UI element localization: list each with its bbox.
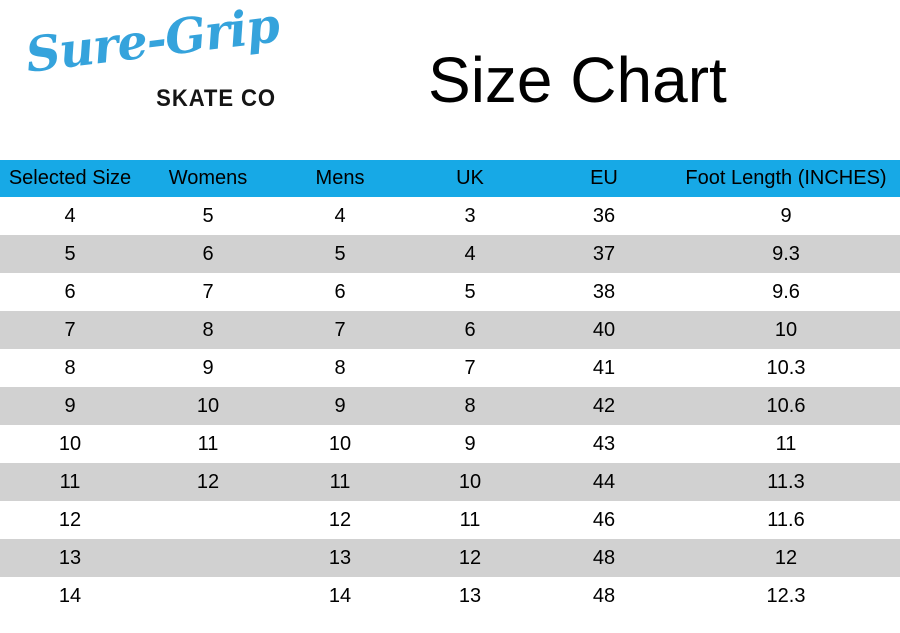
table-cell: 42 [536,387,672,425]
header-row: Selected Size Womens Mens UK EU Foot Length (… [0,160,900,197]
table-cell: 37 [536,235,672,273]
table-cell: 9 [672,197,900,235]
column-header: UK [404,160,536,197]
column-header: Selected Size [0,160,140,197]
table-cell: 11 [404,501,536,539]
table-cell: 44 [536,463,672,501]
table-cell: 48 [536,577,672,615]
table-cell: 4 [276,197,404,235]
table-cell: 11 [672,425,900,463]
table-cell: 4 [404,235,536,273]
table-cell: 5 [404,273,536,311]
page-title: Size Chart [428,44,727,116]
table-cell: 43 [536,425,672,463]
table-cell: 11 [140,425,276,463]
table-cell: 10.6 [672,387,900,425]
brand-logo-subtitle: SKATE CO [156,84,276,112]
table-cell: 11 [0,463,140,501]
table-cell [140,501,276,539]
table-cell: 8 [276,349,404,387]
table-cell: 4 [0,197,140,235]
table-cell: 9.3 [672,235,900,273]
table-cell: 11 [276,463,404,501]
table-cell: 38 [536,273,672,311]
table-cell: 40 [536,311,672,349]
table-cell: 12.3 [672,577,900,615]
table-cell: 5 [276,235,404,273]
table-cell: 10 [0,425,140,463]
table-cell: 14 [0,577,140,615]
table-cell: 10.3 [672,349,900,387]
table-cell: 10 [672,311,900,349]
table-cell: 8 [140,311,276,349]
table-row: 12 12 11 46 11.6 [0,501,900,539]
table-cell: 7 [0,311,140,349]
table-row: 6 7 6 5 38 9.6 [0,273,900,311]
column-header: Mens [276,160,404,197]
table-row: 13 13 12 48 12 [0,539,900,577]
table-cell: 12 [672,539,900,577]
table-row: 10 11 10 9 43 11 [0,425,900,463]
table-cell: 12 [0,501,140,539]
table-cell: 11.3 [672,463,900,501]
table-cell: 13 [276,539,404,577]
table-row: 7 8 7 6 40 10 [0,311,900,349]
table-cell: 13 [404,577,536,615]
brand-logo: Sure-Grip SKATE CO [23,0,282,113]
table-cell: 14 [276,577,404,615]
table-cell: 9 [404,425,536,463]
size-table-body: 4 5 4 3 36 9 5 6 5 4 37 9.3 6 7 6 5 38 9.6 7 8 7 6 40 10 8 9 8 7 41 1… [0,197,900,615]
size-table-header: Selected Size Womens Mens UK EU Foot Length (… [0,160,900,197]
table-cell: 9 [0,387,140,425]
table-cell: 10 [140,387,276,425]
table-cell: 7 [276,311,404,349]
column-header: Womens [140,160,276,197]
column-header: Foot Length (INCHES) [672,160,900,197]
table-cell [140,539,276,577]
table-cell: 13 [0,539,140,577]
table-row: 5 6 5 4 37 9.3 [0,235,900,273]
table-row: 4 5 4 3 36 9 [0,197,900,235]
table-cell: 41 [536,349,672,387]
table-cell: 46 [536,501,672,539]
table-cell: 8 [0,349,140,387]
table-cell: 9 [276,387,404,425]
table-cell: 48 [536,539,672,577]
table-cell: 5 [0,235,140,273]
table-row: 11 12 11 10 44 11.3 [0,463,900,501]
table-cell: 5 [140,197,276,235]
table-cell: 7 [140,273,276,311]
table-cell: 9.6 [672,273,900,311]
table-cell: 6 [276,273,404,311]
table-cell: 10 [276,425,404,463]
table-cell: 11.6 [672,501,900,539]
table-cell: 6 [404,311,536,349]
table-cell: 9 [140,349,276,387]
table-cell: 12 [404,539,536,577]
size-table: Selected Size Womens Mens UK EU Foot Length (… [0,160,900,615]
brand-logo-script: Sure-Grip [22,0,282,84]
column-header: EU [536,160,672,197]
table-cell: 8 [404,387,536,425]
table-cell [140,577,276,615]
table-cell: 10 [404,463,536,501]
table-cell: 36 [536,197,672,235]
table-row: 8 9 8 7 41 10.3 [0,349,900,387]
table-cell: 7 [404,349,536,387]
table-cell: 3 [404,197,536,235]
table-cell: 6 [0,273,140,311]
table-row: 14 14 13 48 12.3 [0,577,900,615]
table-row: 9 10 9 8 42 10.6 [0,387,900,425]
table-cell: 12 [140,463,276,501]
table-cell: 6 [140,235,276,273]
table-cell: 12 [276,501,404,539]
